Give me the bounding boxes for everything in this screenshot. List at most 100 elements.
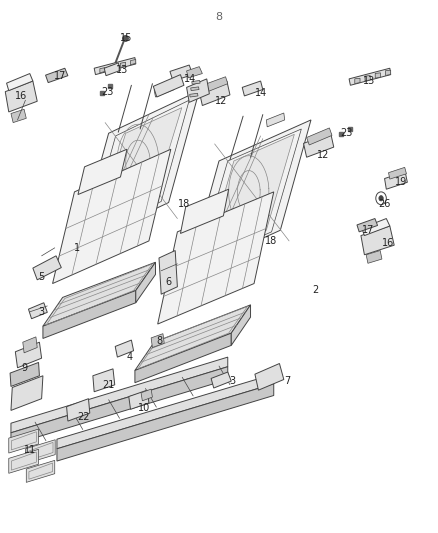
Polygon shape	[23, 337, 37, 353]
Text: 14: 14	[184, 74, 197, 84]
Polygon shape	[307, 128, 332, 145]
Polygon shape	[255, 364, 284, 390]
Polygon shape	[11, 357, 228, 433]
Polygon shape	[110, 65, 115, 70]
Polygon shape	[191, 87, 199, 91]
Polygon shape	[231, 305, 251, 345]
Polygon shape	[202, 77, 228, 93]
Polygon shape	[366, 251, 382, 263]
Text: 18: 18	[265, 236, 277, 246]
Text: 18: 18	[178, 199, 190, 208]
Circle shape	[379, 196, 383, 201]
Polygon shape	[375, 73, 381, 78]
Polygon shape	[25, 440, 55, 464]
Polygon shape	[104, 63, 120, 76]
Polygon shape	[129, 390, 149, 409]
Polygon shape	[355, 78, 360, 84]
Text: 21: 21	[102, 380, 115, 390]
Text: 8: 8	[215, 12, 223, 22]
Polygon shape	[78, 91, 199, 245]
Polygon shape	[43, 290, 136, 338]
Polygon shape	[120, 62, 126, 68]
Polygon shape	[5, 81, 37, 112]
Polygon shape	[10, 362, 39, 386]
Polygon shape	[46, 68, 68, 83]
Polygon shape	[53, 149, 171, 284]
Polygon shape	[187, 79, 209, 102]
Polygon shape	[389, 167, 406, 179]
Polygon shape	[7, 74, 33, 91]
Polygon shape	[11, 376, 43, 410]
Polygon shape	[78, 149, 127, 195]
Polygon shape	[158, 192, 274, 324]
Polygon shape	[151, 334, 164, 348]
Polygon shape	[170, 65, 193, 81]
Text: 12: 12	[317, 150, 329, 159]
Polygon shape	[26, 461, 55, 482]
Polygon shape	[57, 374, 274, 449]
Text: 16: 16	[381, 238, 394, 247]
Polygon shape	[361, 226, 394, 255]
Polygon shape	[206, 134, 294, 257]
Text: 8: 8	[157, 336, 163, 346]
Polygon shape	[100, 68, 105, 73]
Polygon shape	[188, 120, 311, 272]
Polygon shape	[94, 58, 136, 75]
Polygon shape	[136, 262, 155, 303]
Polygon shape	[266, 113, 285, 127]
Polygon shape	[304, 133, 334, 157]
Polygon shape	[187, 67, 202, 78]
Text: 1: 1	[74, 243, 80, 253]
Polygon shape	[9, 449, 39, 473]
Text: 15: 15	[120, 34, 132, 43]
Text: 22: 22	[77, 412, 89, 422]
Text: 17: 17	[362, 225, 374, 235]
Polygon shape	[385, 172, 407, 189]
Polygon shape	[211, 372, 231, 388]
Polygon shape	[11, 109, 26, 123]
Polygon shape	[57, 384, 274, 461]
Text: 10: 10	[138, 403, 151, 413]
Polygon shape	[385, 70, 391, 76]
Text: 5: 5	[39, 272, 45, 282]
Polygon shape	[67, 399, 90, 421]
Polygon shape	[180, 189, 229, 233]
Text: 13: 13	[363, 76, 375, 86]
Polygon shape	[9, 429, 39, 453]
Text: 17: 17	[54, 71, 67, 80]
Text: 16: 16	[15, 91, 27, 101]
Text: 4: 4	[126, 352, 132, 362]
Polygon shape	[349, 68, 391, 85]
Polygon shape	[96, 108, 182, 229]
Polygon shape	[135, 333, 231, 383]
Polygon shape	[242, 81, 263, 96]
Text: 2: 2	[312, 286, 318, 295]
Polygon shape	[131, 60, 136, 65]
Polygon shape	[357, 219, 378, 232]
Polygon shape	[190, 93, 198, 97]
Polygon shape	[159, 251, 177, 294]
Text: 11: 11	[24, 446, 36, 455]
Polygon shape	[153, 75, 184, 97]
Text: 26: 26	[378, 199, 391, 208]
Polygon shape	[33, 256, 61, 280]
Polygon shape	[362, 219, 390, 236]
Polygon shape	[28, 303, 47, 319]
Text: 6: 6	[166, 278, 172, 287]
Text: 19: 19	[395, 177, 407, 187]
Text: 13: 13	[116, 66, 128, 75]
Polygon shape	[43, 262, 155, 326]
Polygon shape	[199, 81, 230, 106]
Text: 3: 3	[39, 307, 45, 317]
Text: 23: 23	[101, 87, 113, 96]
Polygon shape	[365, 76, 370, 81]
Text: 14: 14	[254, 88, 267, 98]
Polygon shape	[11, 367, 228, 445]
Polygon shape	[141, 389, 152, 401]
Polygon shape	[135, 305, 251, 370]
Text: 12: 12	[215, 96, 227, 106]
Text: 3: 3	[229, 376, 235, 386]
Text: 7: 7	[284, 376, 290, 386]
Polygon shape	[192, 80, 200, 84]
Polygon shape	[115, 340, 134, 357]
